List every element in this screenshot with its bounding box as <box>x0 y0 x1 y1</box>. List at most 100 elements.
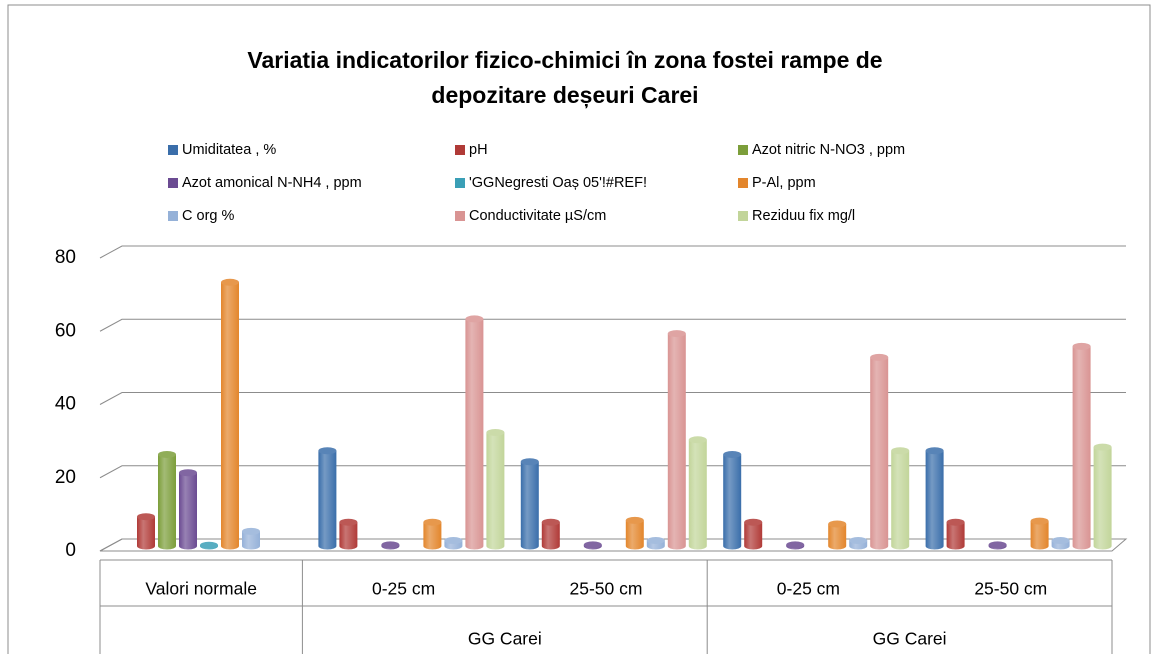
bar-top <box>744 518 763 526</box>
bar-top <box>646 537 665 545</box>
x-tick-label: 0-25 cm <box>372 579 435 599</box>
bar <box>1051 537 1070 550</box>
legend-swatch <box>455 145 465 155</box>
bar <box>828 520 847 550</box>
bar <box>444 537 463 550</box>
grid-line <box>99 318 1126 332</box>
bar-body <box>541 522 560 550</box>
x-group-label: GG Carei <box>873 629 947 649</box>
bar-top <box>242 527 260 535</box>
bar-body <box>242 531 260 550</box>
bar-top <box>179 469 197 477</box>
bar-top <box>1030 517 1049 525</box>
y-tick-label: 20 <box>55 467 76 488</box>
bar-body <box>221 282 239 550</box>
bar-body <box>339 522 358 550</box>
bar-top <box>723 450 742 458</box>
bar-top <box>828 520 847 528</box>
bar-top <box>444 537 463 545</box>
bar-body <box>625 520 644 550</box>
legend-swatch <box>738 178 748 188</box>
bar-top <box>1072 342 1091 350</box>
legend-swatch <box>168 211 178 221</box>
bar-top <box>870 353 889 361</box>
bar <box>486 428 505 550</box>
bar-top <box>1093 443 1112 451</box>
bar-body <box>1030 521 1049 550</box>
bar <box>242 527 260 550</box>
bar-body <box>891 450 910 550</box>
x-tick-label: 25-50 cm <box>974 579 1047 599</box>
bar-top <box>891 447 910 455</box>
y-tick-label: 0 <box>65 540 76 561</box>
bar-top <box>988 541 1007 549</box>
legend-label: P-Al, ppm <box>752 175 816 191</box>
legend-swatch <box>168 178 178 188</box>
bar-body <box>744 522 763 550</box>
legend-label: 'GGNegresti Oaș 05'!#REF! <box>469 175 647 191</box>
bar-body <box>158 454 176 550</box>
bar <box>520 458 539 550</box>
legend-label: Azot nitric N-NO3 , ppm <box>752 142 905 158</box>
bar-body <box>1093 447 1112 550</box>
bar-top <box>339 518 358 526</box>
bar-top <box>625 516 644 524</box>
chart-title: Variatia indicatorilor fizico-chimici în… <box>247 47 882 73</box>
bar <box>221 278 239 550</box>
chart-border <box>7 4 1151 654</box>
bar-body <box>870 357 889 550</box>
bar <box>625 516 644 550</box>
legend-label: Reziduu fix mg/l <box>752 208 855 224</box>
bar <box>381 541 400 550</box>
bar-body <box>828 524 847 550</box>
bar-body <box>667 333 686 550</box>
bar <box>179 469 197 550</box>
bar-top <box>465 315 484 323</box>
bar-top <box>583 541 602 549</box>
bar-top <box>541 518 560 526</box>
bar-top <box>221 278 239 286</box>
bar <box>723 450 742 550</box>
legend-swatch <box>738 211 748 221</box>
legend-label: C org % <box>182 208 234 224</box>
bar-top <box>1051 537 1070 545</box>
bar <box>583 541 602 550</box>
bar-body <box>423 522 442 550</box>
y-tick-label: 40 <box>55 394 76 415</box>
bar-body <box>946 522 965 550</box>
legend-label: Conductivitate µS/cm <box>469 208 606 224</box>
legend-swatch <box>738 145 748 155</box>
grid-line <box>99 465 1126 479</box>
bar-top <box>667 330 686 338</box>
bar-body <box>486 432 505 550</box>
legend-label: pH <box>469 142 488 158</box>
bar <box>891 447 910 550</box>
bar-body <box>520 461 539 550</box>
bar-body <box>925 450 944 550</box>
legend-swatch <box>455 211 465 221</box>
bar <box>423 518 442 550</box>
bar-top <box>381 541 400 549</box>
bar-body <box>179 472 197 550</box>
bar-body <box>318 450 337 550</box>
bar-top <box>946 518 965 526</box>
bar-body <box>465 318 484 550</box>
bar <box>849 537 868 550</box>
bar-top <box>486 428 505 436</box>
bar-top <box>423 518 442 526</box>
bar-top <box>318 447 337 455</box>
bar-top <box>786 541 805 549</box>
x-tick-label: Valori normale <box>145 579 257 599</box>
grid-line <box>99 392 1126 405</box>
bar-top <box>925 447 944 455</box>
bar <box>1093 443 1112 550</box>
y-tick-label: 80 <box>55 247 76 268</box>
bar <box>1072 342 1091 550</box>
bar <box>465 315 484 550</box>
floor <box>99 538 1128 552</box>
bar-top <box>158 450 176 458</box>
bar <box>339 518 358 550</box>
bar-top <box>200 541 218 549</box>
bar <box>137 513 155 550</box>
